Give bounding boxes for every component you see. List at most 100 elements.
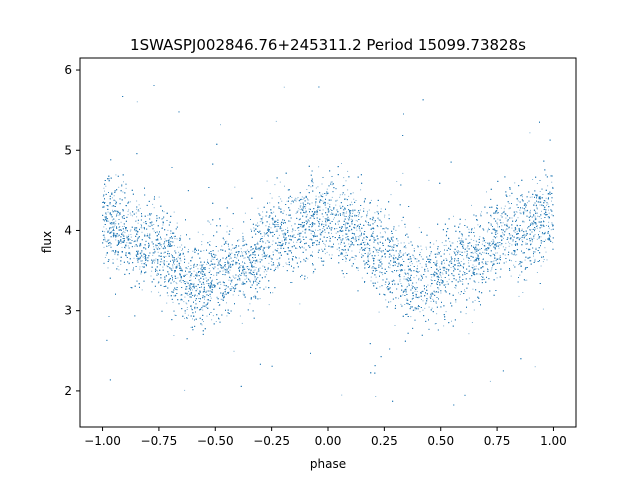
data-point <box>298 257 300 259</box>
data-point <box>211 258 213 260</box>
data-point <box>491 240 493 242</box>
data-point <box>234 255 236 257</box>
data-point <box>534 217 536 219</box>
data-point <box>328 254 330 256</box>
data-point <box>515 254 516 256</box>
data-point <box>518 264 520 266</box>
data-point <box>380 258 382 260</box>
data-point <box>368 250 370 252</box>
data-point <box>157 251 159 253</box>
data-point <box>466 257 468 259</box>
data-point <box>250 281 251 283</box>
data-point <box>173 211 175 213</box>
data-point <box>156 270 158 272</box>
data-point <box>410 265 412 266</box>
data-point <box>158 291 160 293</box>
data-point <box>424 270 426 272</box>
data-point <box>440 262 442 264</box>
data-point <box>359 249 361 251</box>
data-point <box>546 204 547 206</box>
data-point <box>385 232 386 234</box>
data-point <box>249 262 251 263</box>
data-point <box>514 253 515 255</box>
data-point <box>515 211 517 213</box>
data-point <box>495 252 497 254</box>
data-point <box>221 245 223 247</box>
data-point <box>305 211 307 213</box>
data-point <box>471 256 473 257</box>
data-point <box>517 217 519 219</box>
data-point <box>303 226 305 228</box>
data-point <box>115 174 117 176</box>
data-point <box>551 224 553 225</box>
data-point <box>234 186 236 188</box>
data-point <box>329 204 331 205</box>
data-point <box>129 230 131 232</box>
data-point <box>425 246 427 248</box>
data-point <box>297 197 299 198</box>
data-point <box>267 256 269 258</box>
data-point <box>546 225 547 226</box>
data-point <box>345 255 347 256</box>
data-point <box>195 266 197 267</box>
data-point <box>451 320 452 322</box>
data-point <box>384 272 385 274</box>
data-point <box>455 301 457 303</box>
data-point <box>520 212 522 214</box>
data-point <box>266 246 268 248</box>
data-point <box>483 252 485 254</box>
data-point <box>515 228 517 230</box>
data-point <box>294 230 296 231</box>
data-point <box>136 200 138 202</box>
data-point <box>487 261 489 263</box>
data-point <box>300 202 302 204</box>
data-point <box>474 252 476 254</box>
data-point <box>163 211 165 213</box>
data-point <box>305 230 307 232</box>
data-point <box>530 209 531 211</box>
data-point <box>151 261 153 263</box>
data-point <box>208 221 210 223</box>
data-point <box>137 210 139 212</box>
data-point <box>524 279 526 281</box>
data-point <box>197 268 199 270</box>
data-point <box>124 225 125 227</box>
data-point <box>492 239 494 240</box>
data-point <box>345 245 347 247</box>
data-point <box>374 212 376 214</box>
data-point <box>373 218 375 219</box>
data-point <box>406 286 408 288</box>
data-point <box>350 218 352 220</box>
data-point <box>434 323 436 325</box>
data-point <box>193 264 194 266</box>
data-point <box>176 222 178 224</box>
data-point <box>358 215 359 217</box>
data-point <box>455 285 457 287</box>
data-point <box>317 205 319 207</box>
data-point <box>261 219 263 221</box>
data-point <box>523 221 525 223</box>
data-point <box>506 220 508 222</box>
data-point <box>128 234 130 236</box>
data-point <box>415 307 417 309</box>
data-point <box>295 212 297 214</box>
data-point <box>161 261 163 263</box>
data-point <box>509 243 511 245</box>
data-point <box>173 335 175 336</box>
data-point <box>321 220 323 222</box>
data-point <box>127 245 129 247</box>
data-point <box>490 245 492 246</box>
data-point <box>245 250 247 252</box>
data-point <box>345 260 347 262</box>
data-point <box>136 229 137 231</box>
data-point <box>110 241 111 243</box>
data-point <box>203 250 205 252</box>
data-point <box>107 211 109 213</box>
data-point <box>283 221 285 223</box>
data-point <box>359 244 361 246</box>
data-point <box>374 222 376 223</box>
data-point <box>142 260 143 262</box>
data-point <box>394 264 396 266</box>
data-point <box>226 272 228 274</box>
data-point <box>194 263 195 265</box>
